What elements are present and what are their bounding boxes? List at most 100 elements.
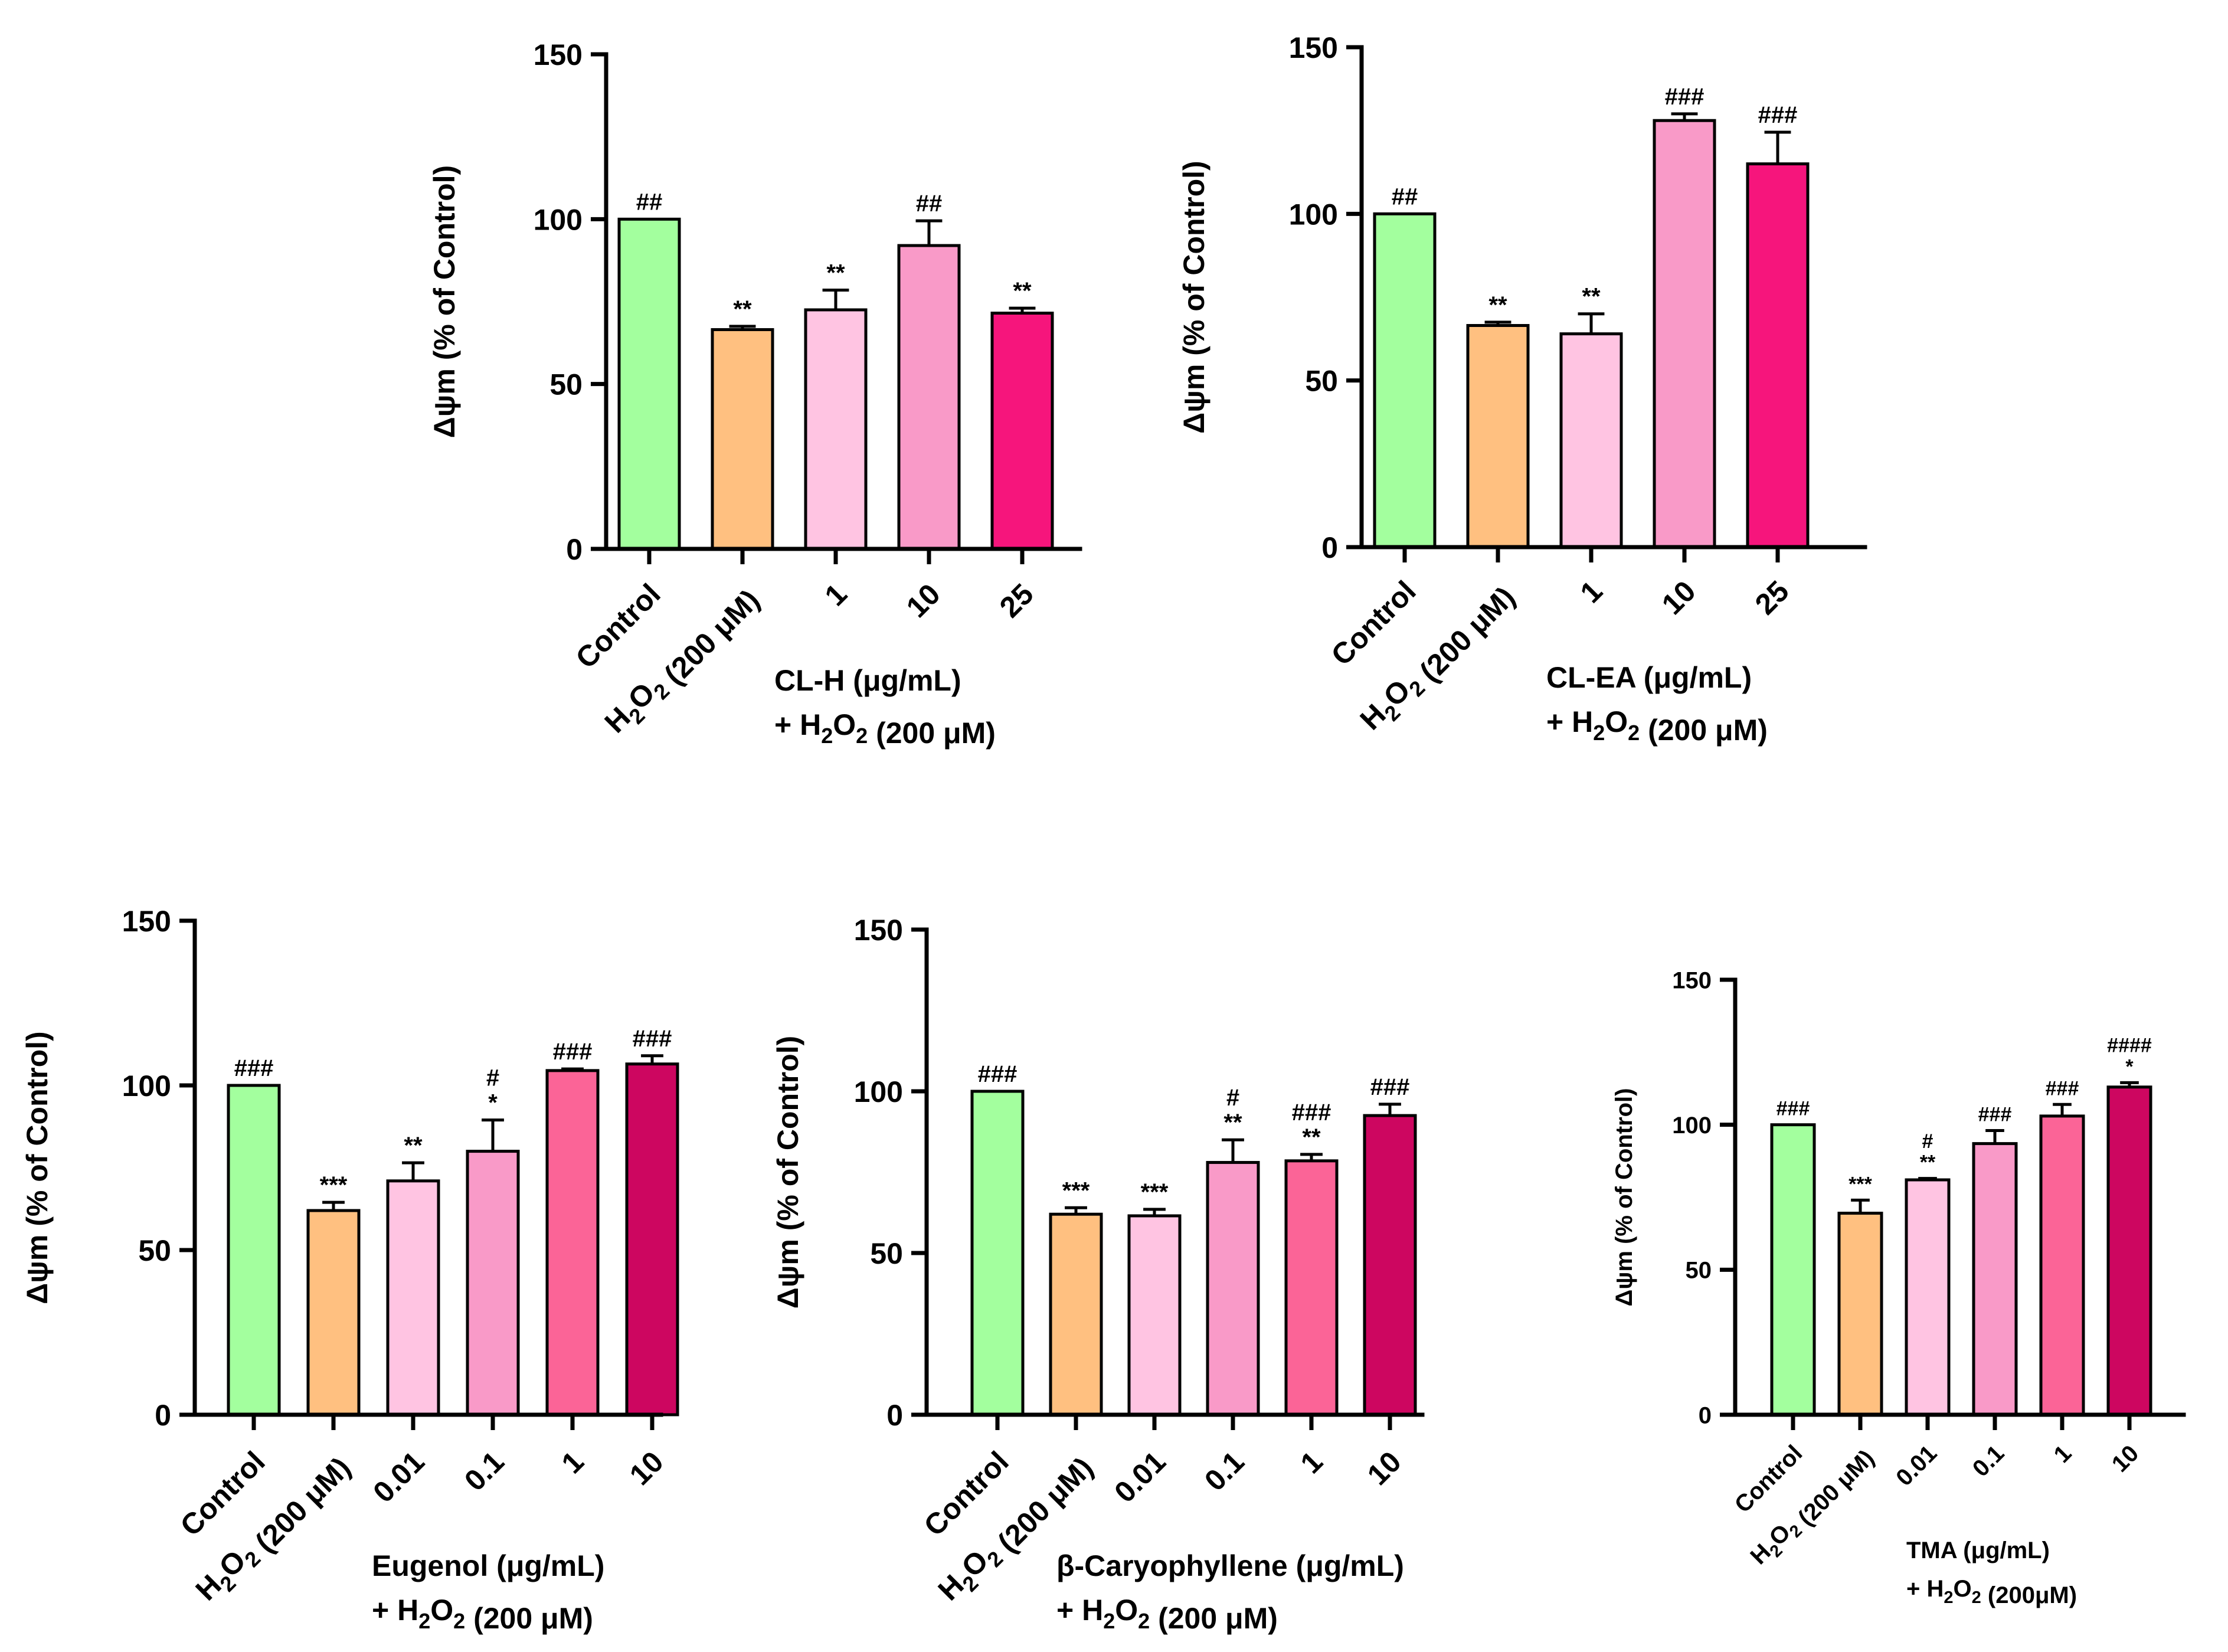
- significance-label-3-2: ***: [320, 1172, 348, 1198]
- x-tick-label-2-5: 25: [1749, 574, 1795, 621]
- bar-3-2: [306, 1209, 361, 1417]
- bar-1-5: [990, 312, 1054, 551]
- y-axis-label-1: Δψm (% of Control): [428, 165, 461, 438]
- bar-3-1: [227, 1084, 281, 1417]
- error-bar-1-3: [822, 288, 849, 310]
- x-tick-label-4-4: 0.1: [1198, 1445, 1251, 1497]
- bar-1-4: [897, 244, 961, 551]
- bar-4-5: [1284, 1159, 1339, 1417]
- bar-3-6: [625, 1062, 679, 1417]
- y-axis-label-5: Δψm (% of Control): [1611, 1088, 1637, 1307]
- x-tick-label-3-4: 0.1: [458, 1445, 511, 1497]
- x-tick-label-2-3: 1: [1574, 574, 1609, 609]
- y-tick-label-5: 0: [1699, 1402, 1712, 1428]
- error-bar-2-5: [1764, 130, 1791, 164]
- group-label-line2-1: + H2O2 (200 μM): [774, 708, 996, 750]
- y-tick-label-1: 100: [534, 203, 583, 236]
- significance-label-5-2: ***: [1849, 1173, 1872, 1195]
- significance-label-3-5: ###: [553, 1039, 593, 1065]
- group-label-line2-2: + H2O2 (200 μM): [1546, 705, 1768, 747]
- y-tick-label-3: 50: [138, 1234, 171, 1267]
- significance-label-4-5: ###: [1292, 1100, 1331, 1126]
- error-bar-3-3: [402, 1161, 424, 1181]
- significance-label-1-1: ##: [636, 189, 663, 215]
- x-tick-label-3-6: 10: [623, 1445, 670, 1491]
- significance-label-4-5: **: [1302, 1124, 1321, 1150]
- group-label-line2-5: + H2O2 (200μM): [1906, 1576, 2077, 1608]
- significance-label-1-5: **: [1013, 278, 1032, 304]
- error-bar-1-2: [729, 325, 756, 330]
- error-bar-1-4: [915, 219, 943, 246]
- error-bar-1-5: [1009, 306, 1036, 313]
- group-label-line1-4: β-Caryophyllene (μg/mL): [1056, 1549, 1404, 1582]
- y-tick-label-4: 0: [886, 1399, 903, 1432]
- error-bar-3-5: [561, 1067, 584, 1071]
- bar-4-2: [1049, 1212, 1103, 1417]
- error-bar-2-4: [1671, 112, 1698, 121]
- y-axis-label-2: Δψm (% of Control): [1177, 161, 1210, 433]
- x-tick-label-3-3: 0.01: [367, 1445, 430, 1509]
- y-tick-label-1: 150: [534, 38, 583, 71]
- group-label-line2-4: + H2O2 (200 μM): [1056, 1594, 1278, 1635]
- significance-label-5-3: **: [1920, 1152, 1936, 1174]
- bar-2-2: [1466, 323, 1530, 549]
- y-tick-label-5: 150: [1672, 967, 1712, 993]
- y-tick-label-3: 0: [155, 1399, 171, 1432]
- x-tick-label-5-3: 0.01: [1891, 1440, 1942, 1491]
- x-tick-label-4-5: 1: [1294, 1445, 1329, 1480]
- x-tick-label-4-6: 10: [1361, 1445, 1408, 1491]
- x-tick-label-4-3: 0.01: [1108, 1445, 1172, 1509]
- group-label-line1-3: Eugenol (μg/mL): [372, 1549, 604, 1582]
- x-tick-label-1-3: 1: [819, 577, 853, 612]
- y-tick-label-4: 50: [870, 1237, 903, 1270]
- significance-label-2-1: ##: [1392, 184, 1418, 210]
- significance-label-2-2: **: [1488, 292, 1507, 318]
- bar-2-3: [1559, 332, 1623, 549]
- significance-label-5-5: ###: [2046, 1077, 2079, 1100]
- x-tick-label-2-4: 10: [1656, 574, 1702, 621]
- bar-3-4: [466, 1150, 520, 1417]
- group-label-line1-5: TMA (μg/mL): [1906, 1537, 2050, 1563]
- x-tick-label-5-6: 10: [2107, 1440, 2144, 1477]
- error-bar-4-5: [1300, 1153, 1323, 1161]
- significance-label-3-4: *: [488, 1090, 498, 1116]
- significance-label-4-2: ***: [1062, 1177, 1090, 1203]
- y-tick-label-2: 0: [1321, 531, 1338, 564]
- error-bar-3-6: [641, 1054, 663, 1064]
- x-tick-label-5-4: 0.1: [1968, 1440, 2009, 1481]
- x-tick-label-5-1: Control: [1730, 1440, 1808, 1518]
- significance-label-4-4: **: [1223, 1110, 1242, 1136]
- y-tick-label-4: 150: [854, 914, 903, 947]
- chart-panel-4: ###*** ***#** ###**###050100150ControlH2O2…: [771, 914, 1425, 1635]
- bar-5-6: [2106, 1085, 2152, 1417]
- y-tick-label-3: 150: [122, 905, 171, 938]
- bar-5-3: [1905, 1178, 1951, 1417]
- significance-label-5-6: *: [2125, 1055, 2134, 1078]
- bar-5-4: [1972, 1142, 2018, 1417]
- significance-label-4-6: ###: [1370, 1074, 1410, 1100]
- significance-label-4-4: #: [1226, 1085, 1239, 1111]
- x-tick-label-3-5: 1: [555, 1445, 590, 1480]
- bar-1-3: [804, 308, 868, 551]
- y-tick-label-5: 100: [1672, 1113, 1712, 1139]
- error-bar-4-3: [1143, 1208, 1166, 1216]
- significance-label-3-4: #: [486, 1065, 499, 1091]
- x-tick-label-5-2: H2O2 (200 μM): [1745, 1440, 1879, 1574]
- error-bar-5-3: [1918, 1177, 1937, 1180]
- bar-4-3: [1127, 1214, 1182, 1417]
- y-tick-label-2: 100: [1289, 198, 1338, 231]
- significance-label-5-4: ###: [1978, 1103, 2012, 1126]
- significance-label-1-3: **: [826, 260, 845, 286]
- y-tick-label-2: 50: [1305, 365, 1338, 398]
- y-axis-label-3: Δψm (% of Control): [21, 1031, 54, 1304]
- x-tick-label-4-2: H2O2 (200 μM): [932, 1445, 1100, 1612]
- error-bar-3-4: [482, 1118, 504, 1152]
- y-axis-label-4: Δψm (% of Control): [771, 1036, 804, 1308]
- bar-5-1: [1770, 1123, 1816, 1417]
- significance-label-4-1: ###: [978, 1061, 1018, 1087]
- error-bar-5-5: [2053, 1103, 2072, 1116]
- significance-label-3-6: ###: [633, 1026, 672, 1052]
